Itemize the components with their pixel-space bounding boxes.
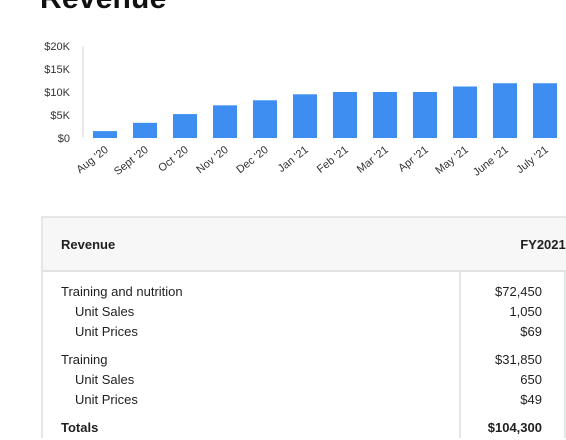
bar <box>133 122 157 138</box>
x-tick-label: Dec '20 <box>234 144 271 176</box>
bar <box>533 83 557 138</box>
y-tick-label: $0 <box>58 133 70 145</box>
bar <box>173 114 197 138</box>
row-label: Totals <box>61 420 99 435</box>
x-tick-label: July '21 <box>514 144 551 176</box>
row-value: $69 <box>520 324 542 339</box>
row-label: Unit Sales <box>75 372 135 387</box>
bar <box>93 131 117 138</box>
row-value: $72,450 <box>495 284 542 299</box>
bar <box>413 92 437 138</box>
table-row-unit-sales: Unit Sales 650 <box>43 370 566 390</box>
table-row-unit-prices: Unit Prices $69 <box>43 322 566 342</box>
bar <box>293 94 317 138</box>
y-tick-label: $15K <box>44 64 70 76</box>
bar <box>253 100 277 138</box>
x-tick-label: Sept '20 <box>112 144 151 178</box>
row-value: $49 <box>520 392 542 407</box>
header-year-label: FY2021 <box>520 236 566 252</box>
row-label: Unit Prices <box>75 324 138 339</box>
x-tick-label: May '21 <box>433 144 470 177</box>
x-tick-label: Feb '21 <box>315 144 351 176</box>
row-label: Training and nutrition <box>61 284 183 299</box>
x-tick-label: Aug '20 <box>74 144 111 176</box>
row-value: 1,050 <box>509 304 542 319</box>
column-divider <box>459 218 461 438</box>
bar <box>213 105 237 138</box>
bar <box>493 83 517 138</box>
row-label: Training <box>61 352 108 367</box>
table-row-unit-prices: Unit Prices $49 <box>43 390 566 410</box>
table-row-unit-sales: Unit Sales 1,050 <box>43 302 566 322</box>
revenue-chart: $0 $5K $10K $15K $20K Aug '20 Sept '20 Oct '20 N… <box>0 30 566 200</box>
bar <box>333 92 357 138</box>
header-revenue-label: Revenue <box>61 236 116 252</box>
x-tick-label: June '21 <box>471 144 511 179</box>
table-header: Revenue FY2021 <box>43 218 566 272</box>
x-tick-label: Oct '20 <box>156 144 191 175</box>
table-right-border <box>564 218 566 438</box>
table-body: Training and nutrition $72,450 Unit Sale… <box>43 272 566 438</box>
page-title: Revenue <box>40 0 166 16</box>
row-label: Unit Prices <box>75 392 138 407</box>
x-tick-label: Jan '21 <box>276 144 311 175</box>
revenue-table: Revenue FY2021 Training and nutrition $7… <box>41 216 566 438</box>
row-value: $104,300 <box>487 420 542 435</box>
y-tick-label: $20K <box>44 41 70 53</box>
row-value: 650 <box>520 372 542 387</box>
bar <box>373 92 397 138</box>
table-row-totals: Totals $104,300 <box>43 418 566 438</box>
y-tick-label: $10K <box>44 87 70 99</box>
x-tick-label: Apr '21 <box>396 144 431 175</box>
revenue-bar-chart: $0 $5K $10K $15K $20K Aug '20 Sept '20 Oct '20 N… <box>44 41 557 179</box>
row-value: $31,850 <box>495 352 542 367</box>
table-row-training-nutrition: Training and nutrition $72,450 <box>43 282 566 302</box>
x-tick-label: Mar '21 <box>355 144 391 176</box>
y-tick-label: $5K <box>50 110 70 122</box>
x-tick-label: Nov '20 <box>194 144 231 176</box>
row-label: Unit Sales <box>75 304 135 319</box>
table-row-training: Training $31,850 <box>43 350 566 370</box>
bar <box>453 86 477 138</box>
